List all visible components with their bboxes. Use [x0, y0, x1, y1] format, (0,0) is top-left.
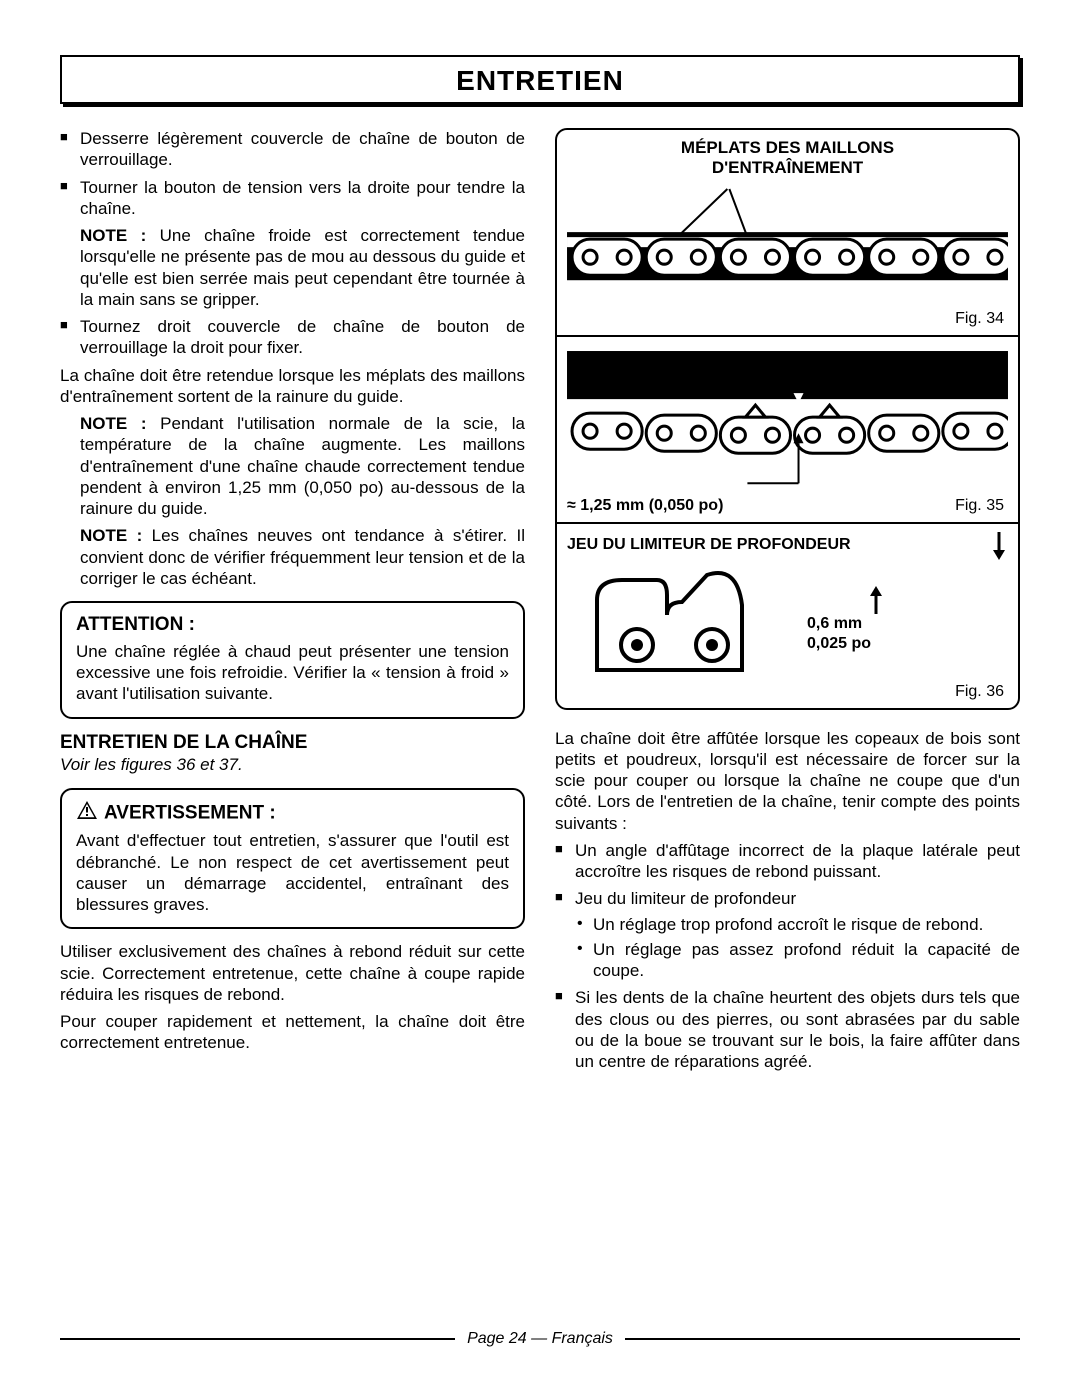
figure-divider — [557, 335, 1018, 337]
figure-36-title-row: JEU DU LIMITEUR DE PROFONDEUR — [567, 530, 1008, 560]
note-paragraph: NOTE : Les chaînes neuves ont tendance à… — [60, 525, 525, 589]
figure-35-svg — [567, 343, 1008, 493]
attention-body: Une chaîne réglée à chaud peut présenter… — [76, 641, 509, 705]
note-text: Une chaîne froide est correctement tendu… — [80, 226, 525, 309]
section-header-box: ENTRETIEN — [60, 55, 1020, 104]
bullet-list: Desserre légèrement couvercle de chaîne … — [60, 128, 525, 219]
warning-icon — [76, 800, 98, 827]
note-paragraph: NOTE : Une chaîne froide est correctemen… — [60, 225, 525, 310]
note-text: Pendant l'utilisation normale de la scie… — [80, 414, 525, 518]
list-item: Si les dents de la chaîne heurtent des o… — [555, 987, 1020, 1072]
figure-36-title: JEU DU LIMITEUR DE PROFONDEUR — [567, 535, 984, 555]
section-subheading: Voir les figures 36 et 37. — [60, 754, 525, 775]
list-item: Tourner la bouton de tension vers la dro… — [60, 177, 525, 220]
page: ENTRETIEN Desserre légèrement couvercle … — [0, 0, 1080, 1397]
sub-bullet-list: Un réglage trop profond accroît le risqu… — [575, 914, 1020, 982]
arrow-down-icon — [990, 530, 1008, 560]
left-column: Desserre légèrement couvercle de chaîne … — [60, 128, 525, 1078]
list-item: Un angle d'affûtage incorrect de la plaq… — [555, 840, 1020, 883]
note-label: NOTE : — [80, 526, 142, 545]
figure-36-row: 0,6 mm 0,025 po — [567, 560, 1008, 680]
list-item: Desserre légèrement couvercle de chaîne … — [60, 128, 525, 171]
figure-36-values: 0,6 mm 0,025 po — [807, 586, 1008, 654]
figure-caption: Fig. 35 — [955, 494, 1008, 516]
list-item: Tournez droit couvercle de chaîne de bou… — [60, 316, 525, 359]
figure-title: MÉPLATS DES MAILLONS D'ENTRAÎNEMENT — [567, 138, 1008, 177]
section-heading: ENTRETIEN DE LA CHAÎNE — [60, 731, 525, 755]
figure-divider — [557, 522, 1018, 524]
depth-value-1: 0,6 mm — [807, 614, 1008, 634]
depth-value-2: 0,025 po — [807, 634, 1008, 654]
figure-box: MÉPLATS DES MAILLONS D'ENTRAÎNEMENT — [555, 128, 1020, 710]
note-paragraph: NOTE : Pendant l'utilisation normale de … — [60, 413, 525, 519]
bullet-list: Un angle d'affûtage incorrect de la plaq… — [555, 840, 1020, 1073]
note-text: Les chaînes neuves ont tendance à s'étir… — [80, 526, 525, 588]
warning-title: AVERTISSEMENT : — [76, 800, 509, 827]
list-item: Jeu du limiteur de profondeur Un réglage… — [555, 888, 1020, 981]
bullet-list: Tournez droit couvercle de chaîne de bou… — [60, 316, 525, 359]
figure-title-line2: D'ENTRAÎNEMENT — [712, 158, 863, 177]
footer: Page 24 — Français — [60, 1329, 1020, 1349]
footer-rule-right — [625, 1338, 1020, 1340]
sub-list-item: Un réglage trop profond accroît le risqu… — [575, 914, 1020, 935]
body-paragraph: Pour couper rapidement et nettement, la … — [60, 1011, 525, 1054]
body-paragraph: La chaîne doit être retendue lorsque les… — [60, 365, 525, 408]
attention-callout: ATTENTION : Une chaîne réglée à chaud pe… — [60, 601, 525, 719]
two-column-layout: Desserre légèrement couvercle de chaîne … — [60, 128, 1020, 1078]
figure-35-measurement: ≈ 1,25 mm (0,050 po) — [567, 496, 723, 516]
figure-caption: Fig. 34 — [567, 307, 1008, 329]
figure-35-label-row: ≈ 1,25 mm (0,050 po) Fig. 35 — [567, 494, 1008, 516]
list-item-text: Jeu du limiteur de profondeur — [575, 889, 796, 908]
note-label: NOTE : — [80, 226, 146, 245]
figure-title-line1: MÉPLATS DES MAILLONS — [681, 138, 894, 157]
figure-caption: Fig. 36 — [567, 680, 1008, 702]
right-column: MÉPLATS DES MAILLONS D'ENTRAÎNEMENT — [555, 128, 1020, 1078]
footer-text: Page 24 — Français — [455, 1329, 625, 1349]
warning-body: Avant d'effectuer tout entretien, s'assu… — [76, 830, 509, 915]
body-paragraph: La chaîne doit être affûtée lorsque les … — [555, 728, 1020, 834]
arrow-up-icon — [867, 586, 885, 614]
body-paragraph: Utiliser exclusivement des chaînes à reb… — [60, 941, 525, 1005]
section-header: ENTRETIEN — [62, 63, 1018, 98]
note-label: NOTE : — [80, 414, 147, 433]
sub-list-item: Un réglage pas assez profond réduit la c… — [575, 939, 1020, 982]
warning-title-text: AVERTISSEMENT : — [104, 802, 276, 823]
figure-36-svg — [567, 560, 807, 680]
footer-rule-left — [60, 1338, 455, 1340]
warning-callout: AVERTISSEMENT : Avant d'effectuer tout e… — [60, 788, 525, 930]
attention-title: ATTENTION : — [76, 613, 509, 637]
figure-34-svg — [567, 177, 1008, 307]
